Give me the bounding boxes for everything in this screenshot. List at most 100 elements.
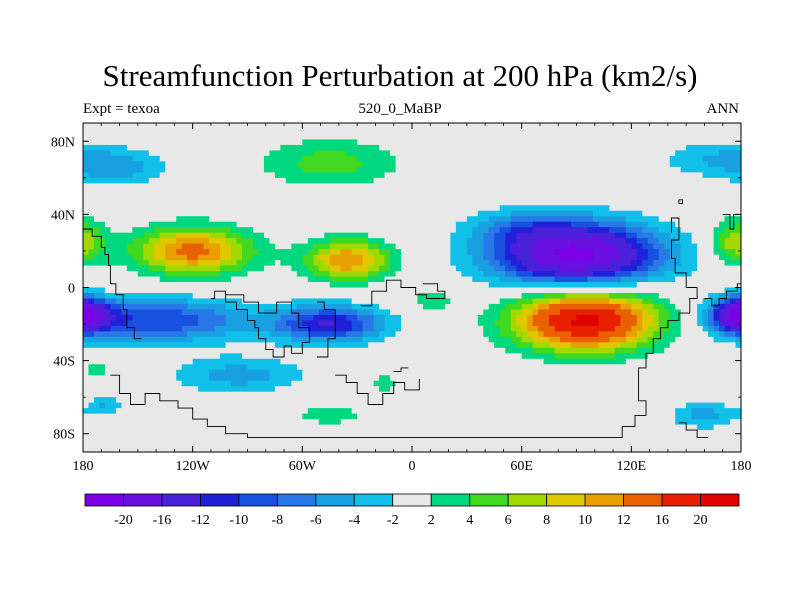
colorbar-label: 6: [505, 513, 512, 528]
x-tick-label: 120W: [176, 459, 211, 474]
field-cell: [236, 221, 457, 228]
field-cell: [401, 260, 451, 267]
field-cell: [669, 161, 709, 168]
field-cell: [510, 210, 594, 217]
field-cell: [538, 303, 550, 311]
field-cell: [351, 325, 364, 332]
field-cell: [302, 139, 358, 146]
field-cell: [368, 249, 380, 256]
field-cell: [730, 303, 742, 311]
field-cell: [357, 314, 375, 321]
field-cell: [362, 320, 375, 327]
field-cell: [450, 254, 473, 261]
field-cell: [527, 325, 539, 332]
field-cell: [373, 260, 386, 267]
field-cell: [494, 238, 506, 245]
field-cell: [368, 342, 495, 349]
colorbar-swatch: [353, 493, 394, 507]
field-cell: [587, 227, 610, 234]
field-cell: [313, 254, 320, 261]
colorbar-label: 4: [466, 513, 473, 528]
field-cell: [115, 298, 188, 305]
field-cell: [444, 303, 490, 311]
field-cell: [83, 402, 90, 409]
colorbar-swatch: [200, 493, 240, 507]
field-cell: [724, 238, 742, 245]
field-cell: [483, 232, 495, 239]
field-cell: [636, 232, 654, 239]
field-cell: [198, 314, 227, 321]
field-cell: [636, 282, 742, 289]
y-tick-label: 40N: [51, 208, 75, 223]
field-cell: [88, 249, 101, 256]
field-cell: [83, 353, 221, 360]
field-cell: [83, 419, 320, 426]
field-cell: [702, 172, 742, 179]
field-cell: [614, 243, 632, 250]
field-cell: [401, 325, 484, 332]
field-cell: [99, 320, 112, 327]
field-cell: [483, 243, 495, 250]
field-cell: [83, 336, 194, 343]
field-cell: [192, 292, 419, 300]
field-cell: [675, 238, 693, 245]
field-cell: [83, 391, 742, 398]
field-cell: [730, 292, 742, 300]
field-cell: [724, 331, 737, 338]
field-cell: [636, 314, 643, 321]
field-cell: [554, 249, 594, 256]
field-cell: [724, 402, 742, 409]
field-cell: [658, 238, 676, 245]
field-cell: [126, 249, 144, 256]
field-cell: [614, 325, 632, 332]
field-cell: [83, 320, 90, 327]
field-cell: [538, 260, 610, 267]
field-cell: [143, 166, 166, 173]
field-cell: [384, 172, 704, 179]
field-cell: [83, 238, 95, 245]
field-cell: [516, 342, 534, 349]
field-cell: [252, 254, 303, 261]
field-cell: [499, 276, 523, 283]
field-cell: [83, 183, 742, 190]
field-cell: [625, 336, 638, 343]
field-cell: [499, 227, 512, 234]
field-cell: [680, 260, 698, 267]
field-cell: [88, 402, 101, 409]
field-cell: [719, 298, 726, 305]
field-cell: [148, 265, 166, 272]
field-cell: [93, 238, 106, 245]
field-cell: [302, 375, 380, 382]
field-cell: [636, 347, 665, 354]
field-cell: [675, 413, 693, 420]
field-cell: [499, 325, 512, 332]
field-cell: [104, 238, 133, 245]
field-cell: [499, 298, 517, 305]
field-cell: [598, 331, 627, 338]
field-cell: [318, 419, 342, 426]
field-cell: [291, 265, 309, 272]
field-cell: [554, 353, 616, 360]
field-cell: [83, 276, 161, 283]
field-cell: [631, 303, 643, 311]
field-cell: [521, 303, 534, 311]
field-cell: [543, 358, 627, 365]
field-cell: [318, 320, 336, 327]
coastline: [393, 367, 409, 373]
field-cell: [675, 221, 720, 228]
field-cell: [83, 210, 479, 217]
field-cell: [598, 314, 621, 321]
field-cell: [384, 336, 490, 343]
field-cell: [104, 243, 128, 250]
field-cell: [132, 155, 161, 162]
field-cell: [609, 205, 742, 212]
field-cell: [368, 232, 451, 239]
field-cell: [510, 320, 517, 327]
field-cell: [455, 221, 479, 228]
field-cell: [708, 325, 715, 332]
field-cell: [247, 380, 292, 387]
field-cell: [285, 320, 303, 327]
field-cell: [302, 413, 358, 420]
colorbar-swatch: [623, 493, 663, 507]
field-cell: [318, 249, 331, 256]
